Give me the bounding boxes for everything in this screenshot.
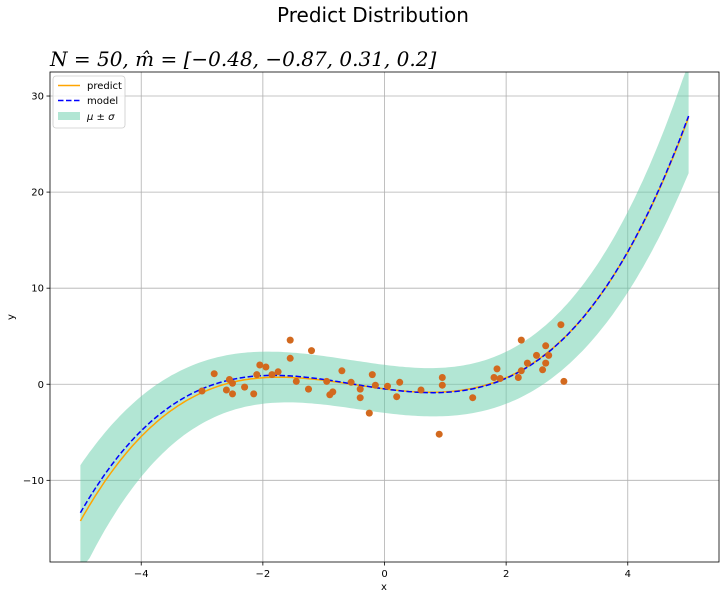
scatter-point <box>329 388 337 396</box>
chart-title: N = 50, m̂ = [−0.48, −0.87, 0.31, 0.2] <box>49 47 436 71</box>
scatter-point <box>438 374 446 381</box>
y-axis-label: y <box>6 314 17 320</box>
scatter-point <box>256 361 264 369</box>
scatter-point <box>384 382 391 390</box>
scatter-point <box>308 347 315 355</box>
scatter-point <box>469 394 477 402</box>
scatter-point <box>539 366 547 374</box>
y-ticks: −10 0 10 20 30 <box>23 92 50 487</box>
x-tick-label: −2 <box>255 569 270 580</box>
chart-suptitle: Predict Distribution <box>277 3 469 27</box>
scatter-point <box>542 342 550 350</box>
scatter-point <box>368 371 376 379</box>
sigma-band <box>80 72 689 562</box>
legend-model-label: model <box>87 96 118 107</box>
scatter-point <box>396 378 404 386</box>
scatter-point <box>347 378 355 386</box>
scatter-point <box>517 336 525 344</box>
scatter-point <box>496 375 504 382</box>
scatter-point <box>356 394 364 402</box>
scatter-point <box>286 354 294 362</box>
scatter-point <box>542 359 550 367</box>
y-tick-label: 20 <box>31 188 44 199</box>
scatter-point <box>268 371 276 379</box>
scatter-point <box>545 351 553 359</box>
scatter-point <box>560 377 568 385</box>
scatter-point <box>323 377 331 385</box>
scatter-point <box>241 383 249 391</box>
scatter-point <box>493 365 501 373</box>
scatter-point <box>305 385 312 393</box>
plot-area <box>49 71 720 563</box>
scatter-point <box>417 386 425 394</box>
scatter-point <box>222 386 230 394</box>
grid <box>50 72 719 562</box>
scatter-points <box>198 321 568 438</box>
legend-predict-label: predict <box>87 81 122 92</box>
y-tick-label: 0 <box>38 380 44 391</box>
scatter-point <box>490 374 498 381</box>
scatter-point <box>198 387 206 395</box>
scatter-point <box>229 379 236 387</box>
scatter-point <box>286 336 294 344</box>
x-tick-label: 2 <box>503 569 509 580</box>
scatter-point <box>210 370 218 378</box>
x-tick-label: −4 <box>134 569 149 580</box>
scatter-point <box>365 409 373 417</box>
x-tick-label: 4 <box>625 569 631 580</box>
y-tick-label: −10 <box>23 476 44 487</box>
y-tick-label: 30 <box>31 92 44 103</box>
scatter-point <box>253 371 261 379</box>
scatter-point <box>533 351 540 359</box>
scatter-point <box>262 363 270 371</box>
x-ticks: −4 −2 0 2 4 <box>134 562 631 580</box>
legend-band-label: μ ± σ <box>86 112 115 123</box>
scatter-point <box>557 321 565 329</box>
x-tick-label: 0 <box>381 569 387 580</box>
y-tick-label: 10 <box>31 284 44 295</box>
scatter-point <box>356 385 364 393</box>
scatter-point <box>514 374 522 381</box>
scatter-point <box>250 390 258 398</box>
scatter-point <box>274 368 282 376</box>
model-line <box>79 115 690 514</box>
legend-band-swatch <box>58 112 80 120</box>
scatter-point <box>393 393 401 401</box>
scatter-point <box>292 377 300 385</box>
scatter-point <box>517 367 525 375</box>
scatter-point <box>371 381 379 389</box>
scatter-point <box>523 359 531 367</box>
scatter-point <box>435 430 443 438</box>
legend: predict model μ ± σ <box>52 75 126 129</box>
x-axis-label: x <box>381 582 387 593</box>
scatter-point <box>438 381 446 389</box>
scatter-point <box>229 390 236 398</box>
scatter-point <box>338 367 346 375</box>
